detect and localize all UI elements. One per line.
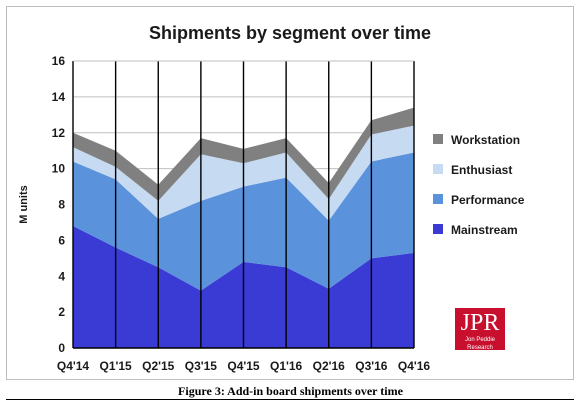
y-axis-label: M units [18, 185, 30, 224]
y-tick-label: 2 [58, 305, 65, 319]
y-tick-label: 12 [52, 126, 66, 140]
figure-caption: Figure 3: Add-in board shipments over ti… [178, 384, 403, 398]
legend-swatch-workstation [433, 134, 443, 144]
legend-label-workstation: Workstation [451, 133, 520, 147]
x-tick-label: Q1'15 [100, 359, 133, 373]
legend: Workstation Enthusiast Performance Mainstre… [433, 133, 525, 237]
x-tick-label: Q3'16 [355, 359, 388, 373]
chart-title: Shipments by segment over time [149, 23, 431, 43]
x-tick-label: Q2'16 [313, 359, 346, 373]
y-tick-label: 4 [58, 269, 65, 283]
y-tick-label: 14 [52, 90, 66, 104]
plot-area: 0 2 4 6 8 10 12 14 16 Q4'14 Q1'15 Q2'15 Q3'15 Q4'15 Q1… [52, 54, 431, 373]
x-tick-label: Q4'16 [398, 359, 431, 373]
legend-swatch-enthusiast [433, 164, 443, 174]
caption-rule [6, 399, 574, 400]
legend-label-mainstream: Mainstream [451, 223, 518, 237]
y-tick-label: 0 [58, 341, 65, 355]
y-tick-label: 16 [52, 54, 66, 68]
legend-label-enthusiast: Enthusiast [451, 163, 512, 177]
chart-svg: Shipments by segment over time 0 2 4 6 8 10 12… [18, 23, 525, 373]
y-tick-label: 10 [52, 162, 66, 176]
y-tick-label: 8 [58, 198, 65, 212]
chart-frame: Shipments by segment over time 0 2 4 6 8 10 12… [6, 6, 574, 380]
x-tick-label: Q3'15 [185, 359, 218, 373]
legend-swatch-performance [433, 194, 443, 204]
logo-subtitle: Jon Peddie Research [464, 337, 496, 351]
x-tick-label: Q2'15 [142, 359, 175, 373]
logo-mark: JPR [460, 310, 500, 336]
legend-label-performance: Performance [451, 193, 525, 207]
x-tick-label: Q4'15 [227, 359, 260, 373]
legend-swatch-mainstream [433, 224, 443, 234]
x-tick-label: Q4'14 [57, 359, 90, 373]
jpr-logo: JPR Jon Peddie Research [455, 308, 505, 351]
y-tick-label: 6 [58, 233, 65, 247]
x-tick-label: Q1'16 [270, 359, 303, 373]
